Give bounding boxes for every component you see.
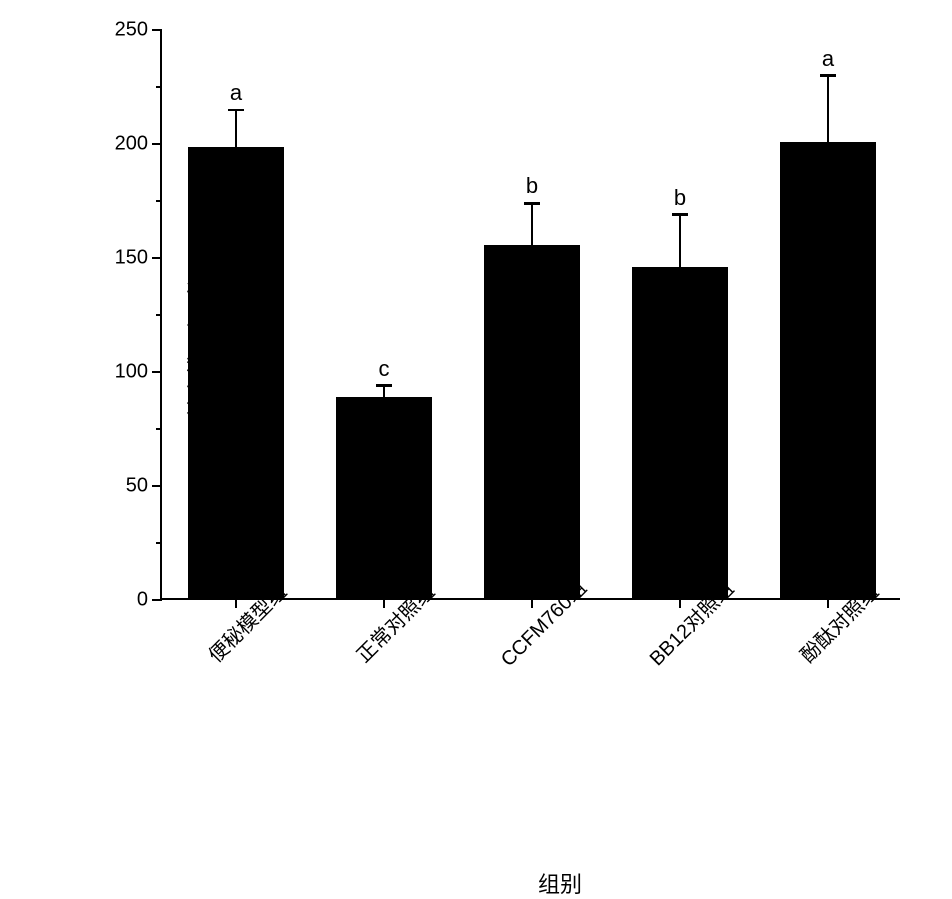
chart-container: 首次排黑便时间 (min) 050100150200250a便秘模型组c正常对照… <box>100 20 920 780</box>
bar <box>188 147 284 598</box>
y-tick <box>152 29 162 32</box>
y-tick <box>152 485 162 488</box>
significance-label: a <box>822 46 834 72</box>
error-cap <box>524 202 540 205</box>
y-tick-minor <box>156 542 162 544</box>
bar <box>780 142 876 598</box>
y-tick-label: 200 <box>115 133 148 156</box>
error-bar <box>235 110 238 149</box>
error-bar <box>383 386 386 400</box>
y-tick-minor <box>156 200 162 202</box>
error-cap <box>376 384 392 387</box>
y-tick <box>152 143 162 146</box>
y-tick-minor <box>156 314 162 316</box>
y-tick-label: 150 <box>115 247 148 270</box>
error-cap <box>228 109 244 112</box>
x-tick <box>679 598 682 608</box>
y-tick-minor <box>156 86 162 88</box>
x-tick <box>827 598 830 608</box>
y-tick-label: 0 <box>137 589 148 612</box>
significance-label: b <box>674 185 686 211</box>
significance-label: b <box>526 173 538 199</box>
error-cap <box>820 74 836 77</box>
error-bar <box>827 76 830 144</box>
x-tick <box>235 598 238 608</box>
bar <box>484 245 580 598</box>
y-tick-minor <box>156 428 162 430</box>
bar <box>336 397 432 598</box>
x-tick <box>383 598 386 608</box>
y-tick-label: 250 <box>115 19 148 42</box>
y-tick <box>152 257 162 260</box>
y-tick <box>152 599 162 602</box>
significance-label: a <box>230 80 242 106</box>
error-bar <box>531 203 534 246</box>
significance-label: c <box>379 356 390 382</box>
y-tick-label: 100 <box>115 361 148 384</box>
x-tick <box>531 598 534 608</box>
y-tick <box>152 371 162 374</box>
y-tick-label: 50 <box>126 475 148 498</box>
error-cap <box>672 213 688 216</box>
error-bar <box>679 215 682 270</box>
x-axis-label: 组别 <box>538 867 582 899</box>
bar <box>632 267 728 598</box>
plot-area: 首次排黑便时间 (min) 050100150200250a便秘模型组c正常对照… <box>160 30 900 600</box>
